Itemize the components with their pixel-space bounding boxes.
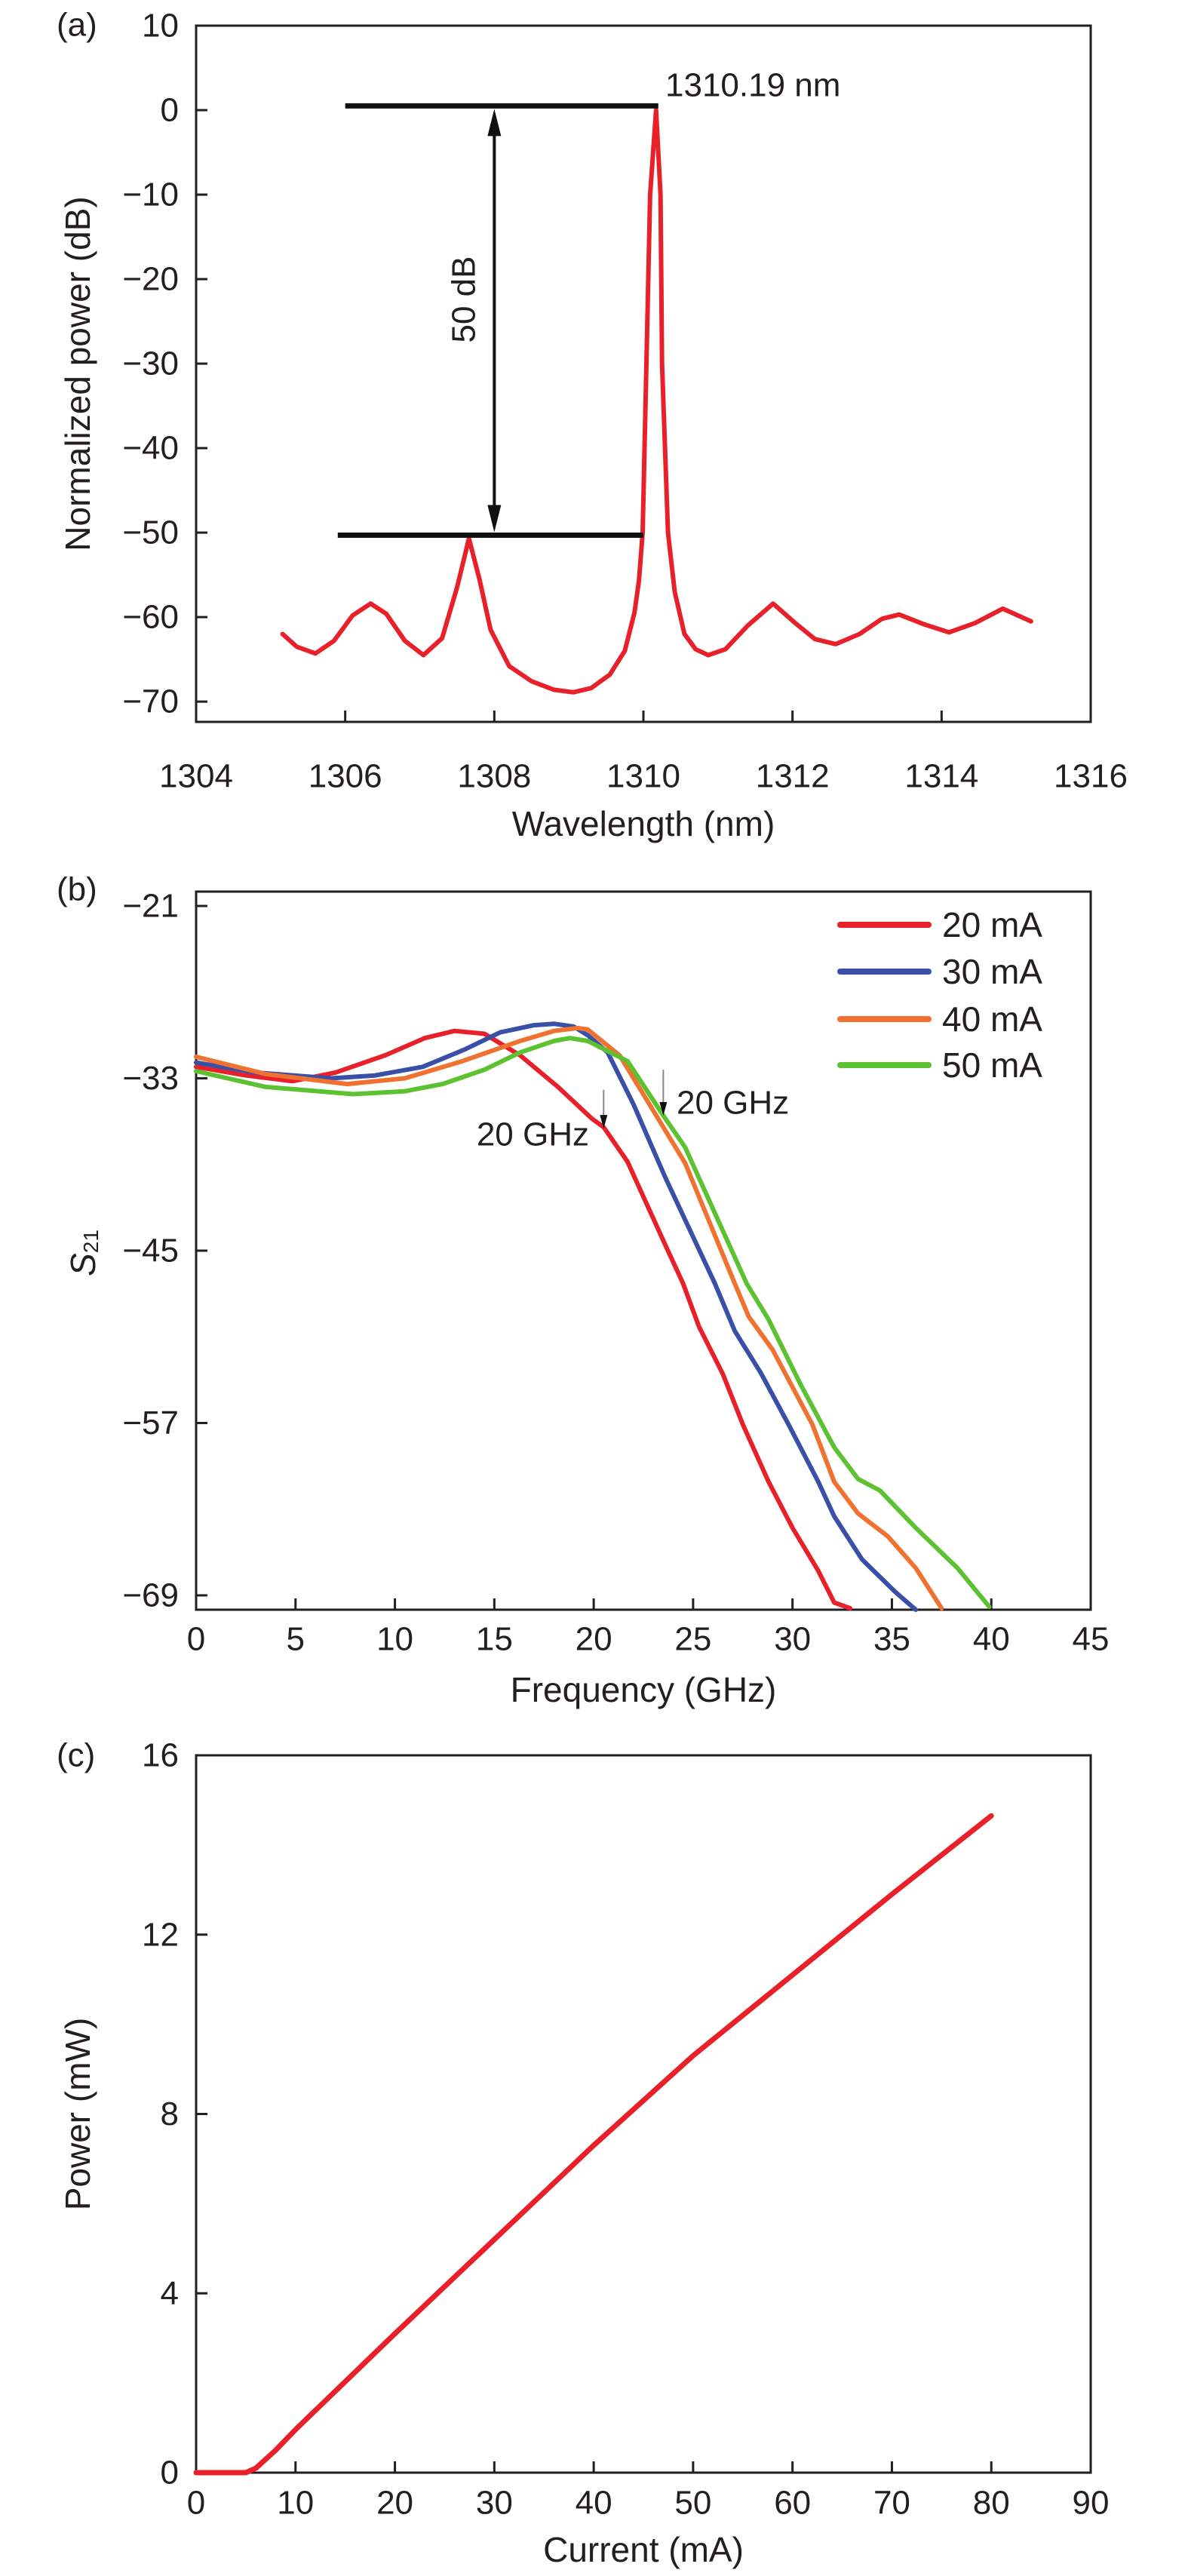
x-tick-label: 40 bbox=[576, 2485, 612, 2522]
panel-a: (a) 10 0 −10 −20 −30 −40 −50 −60 −70 1304 1306 1308 1… bbox=[57, 7, 1128, 844]
y-tick-label: −33 bbox=[122, 1060, 179, 1097]
y-tick-label: −10 bbox=[122, 177, 179, 213]
x-axis-label: Current (mA) bbox=[543, 2530, 744, 2569]
y-tick-label: 0 bbox=[161, 92, 179, 129]
y-axis-label: Normalized power (dB) bbox=[58, 196, 97, 551]
panel-label: (b) bbox=[57, 871, 97, 908]
y-tick-label: −30 bbox=[122, 345, 179, 382]
x-tick-label: 50 bbox=[674, 2485, 711, 2522]
plot-frame bbox=[195, 24, 1092, 723]
x-tick-label: 10 bbox=[277, 2485, 314, 2522]
y-tick-label: 4 bbox=[161, 2275, 179, 2312]
y-tick-label: −57 bbox=[122, 1405, 179, 1442]
x-tick-label: 20 bbox=[376, 2485, 413, 2522]
y-axis-label: Power (mW) bbox=[58, 2018, 97, 2211]
series-line-30-ma bbox=[194, 1021, 919, 1612]
plot-frame bbox=[195, 1754, 1092, 2474]
legend-item: 50 mA bbox=[837, 1045, 1042, 1085]
panel-b: (b) −21 −33 −45 −57 −690 5 10 15 20 25 30 35 40 45 Freq… bbox=[57, 871, 1109, 1710]
x-tick-label: 1306 bbox=[309, 758, 382, 795]
cutoff-frequency-label: 20 GHz bbox=[677, 1085, 789, 1122]
arrow-down-icon bbox=[487, 505, 502, 533]
x-tick-label: 1310 bbox=[606, 758, 680, 795]
smsr-label: 50 dB bbox=[446, 256, 483, 343]
x-tick-label: 45 bbox=[1073, 1621, 1110, 1658]
x-tick-label: 20 bbox=[576, 1621, 612, 1658]
y-tick-label: −21 bbox=[122, 888, 179, 925]
panel-label: (a) bbox=[57, 7, 97, 44]
legend-label: 50 mA bbox=[942, 1045, 1042, 1085]
y-tick-label: 12 bbox=[142, 1916, 179, 1953]
x-axis-label: Frequency (GHz) bbox=[511, 1670, 777, 1709]
y-tick-label: −69 bbox=[122, 1577, 179, 1613]
y-axis-label: S21 bbox=[63, 1230, 103, 1276]
legend-label: 20 mA bbox=[942, 905, 1042, 944]
y-tick-label: −60 bbox=[122, 599, 179, 636]
y-tick-label: 16 bbox=[142, 1737, 179, 1774]
x-axis-label: Wavelength (nm) bbox=[512, 804, 775, 843]
x-tick-label: 40 bbox=[973, 1621, 1010, 1658]
x-tick-label: 0 bbox=[187, 1621, 205, 1658]
series-line bbox=[193, 1813, 994, 2476]
legend-item: 30 mA bbox=[837, 952, 1042, 991]
y-tick-label: −45 bbox=[122, 1233, 179, 1270]
y-tick-label: 8 bbox=[161, 2095, 179, 2132]
x-tick-label: 1312 bbox=[756, 758, 830, 795]
y-tick-label: 0 bbox=[161, 2455, 179, 2492]
x-tick-label: 60 bbox=[774, 2485, 811, 2522]
arrow-down-icon bbox=[600, 1115, 608, 1129]
x-tick-label: 10 bbox=[376, 1621, 413, 1658]
legend-item: 40 mA bbox=[837, 999, 1042, 1039]
x-tick-label: 1316 bbox=[1054, 758, 1128, 795]
x-tick-label: 90 bbox=[1073, 2485, 1110, 2522]
y-tick-label: −20 bbox=[122, 261, 179, 298]
x-tick-label: 30 bbox=[476, 2485, 513, 2522]
cutoff-frequency-label: 20 GHz bbox=[477, 1116, 589, 1153]
panel-c: (c) 0 4 8 12 16 0 10 20 30 40 50 60 70 80 90 Current (mA… bbox=[57, 1737, 1109, 2570]
x-tick-label: 35 bbox=[873, 1621, 910, 1658]
legend-label: 40 mA bbox=[942, 999, 1042, 1039]
x-tick-label: 30 bbox=[774, 1621, 811, 1658]
x-tick-label: 0 bbox=[187, 2485, 205, 2522]
arrow-up-icon bbox=[487, 109, 502, 137]
x-tick-label: 25 bbox=[674, 1621, 711, 1658]
x-tick-label: 1314 bbox=[904, 758, 978, 795]
x-tick-label: 1304 bbox=[159, 758, 233, 795]
y-tick-label: −40 bbox=[122, 430, 179, 467]
arrow-down-icon bbox=[659, 1102, 668, 1116]
y-axis-label-main: S bbox=[63, 1253, 103, 1276]
legend-item: 20 mA bbox=[837, 905, 1042, 944]
series-line-50-ma bbox=[194, 1036, 992, 1610]
x-tick-label: 5 bbox=[287, 1621, 305, 1658]
series-line-40-ma bbox=[194, 1025, 944, 1611]
x-tick-label: 1308 bbox=[457, 758, 531, 795]
peak-wavelength-label: 1310.19 nm bbox=[665, 67, 840, 104]
legend-label: 30 mA bbox=[942, 952, 1042, 991]
y-tick-label: −50 bbox=[122, 514, 179, 551]
legend: 20 mA 30 mA 40 mA 50 mA bbox=[837, 905, 1042, 1085]
y-tick-label: 10 bbox=[142, 8, 179, 45]
panel-label: (c) bbox=[57, 1737, 95, 1774]
x-tick-label: 15 bbox=[476, 1621, 513, 1658]
y-tick-label: −70 bbox=[122, 683, 179, 720]
x-tick-label: 70 bbox=[873, 2485, 910, 2522]
series-line bbox=[280, 108, 1033, 695]
x-tick-label: 80 bbox=[973, 2485, 1010, 2522]
y-axis-label-subscript: 21 bbox=[79, 1230, 103, 1253]
